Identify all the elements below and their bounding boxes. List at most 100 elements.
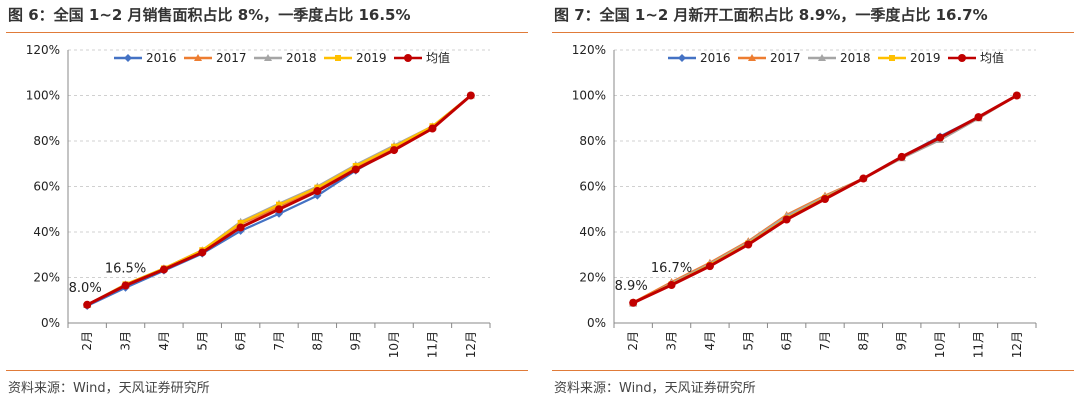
chart1-legend-marker	[958, 54, 966, 62]
line-chart-sales: 0% 20% 40% 60% 80% 100% 120% 2月 3月 4月 5月 6月 7月 8月 9月 10…	[26, 43, 491, 358]
chart0-legend-item-2017: 2017	[184, 51, 247, 65]
chart1-x-tick-label: 3月	[665, 331, 679, 351]
chart-title: 图 6：全国 1~2 月销售面积占比 8%，一季度占比 16.5%	[8, 6, 411, 24]
chart1-point-average	[974, 113, 983, 122]
chart1-legend-item-2018: 2018	[808, 51, 871, 65]
chart-title: 图 7：全国 1~2 月新开工面积占比 8.9%，一季度占比 16.7%	[554, 6, 988, 24]
chart0-legend-item-2018: 2018	[254, 51, 317, 65]
chart1-y-tick-label: 40%	[579, 225, 606, 239]
chart0-point-average	[390, 146, 399, 155]
chart1-legend-marker	[748, 54, 756, 61]
chart1-point-average	[705, 262, 714, 271]
chart0-legend-marker	[124, 54, 132, 62]
chart1-point-average	[667, 281, 676, 290]
chart0-x-tick-label: 7月	[272, 331, 286, 351]
chart0-y-tick-label: 60%	[33, 180, 60, 194]
chart1-y-tick-label: 60%	[579, 180, 606, 194]
chart1-legend-item-2017: 2017	[738, 51, 801, 65]
chart1-legend-marker	[678, 54, 686, 62]
chart1-legend-marker	[889, 55, 895, 61]
chart-panel-sales: 图 6：全国 1~2 月销售面积占比 8%，一季度占比 16.5% 0% 20% 4…	[6, 0, 530, 400]
chart1-point-average	[897, 152, 906, 161]
chart0-point-average	[159, 265, 168, 274]
chart0-legend-marker	[335, 55, 341, 61]
chart0-x-tick-label: 10月	[387, 331, 401, 358]
chart0-point-average	[83, 300, 92, 309]
source-note: 资料来源：Wind，天风证券研究所	[554, 381, 756, 396]
chart0-x-tick-label: 6月	[234, 331, 248, 351]
chart1-data-label: 16.7%	[651, 261, 692, 276]
chart1-legend-label: 2017	[770, 51, 801, 65]
chart0-point-average	[236, 223, 245, 232]
chart1-legend-marker	[818, 54, 826, 61]
chart0-point-average	[313, 187, 322, 196]
chart1-point-average	[936, 133, 945, 142]
chart0-x-tick-label: 2月	[80, 331, 94, 351]
chart1-point-average	[859, 174, 868, 183]
chart0-legend-label: 2016	[146, 51, 177, 65]
chart0-y-tick-label: 100%	[26, 89, 60, 103]
chart0-legend-item-2019: 2019	[324, 51, 387, 65]
chart1-x-tick-label: 4月	[703, 331, 717, 351]
chart0-point-average	[466, 91, 475, 100]
chart1-legend-item-2016: 2016	[668, 51, 731, 65]
chart0-point-average	[428, 124, 437, 133]
chart0-point-average	[351, 165, 360, 174]
chart1-point-average	[629, 298, 638, 307]
chart0-legend-marker	[404, 54, 412, 62]
chart0-legend-marker	[264, 54, 272, 61]
chart1-legend-label: 2016	[700, 51, 731, 65]
chart0-legend-label: 均值	[426, 50, 450, 65]
chart0-point-average	[121, 281, 130, 290]
chart0-legend-label: 2017	[216, 51, 247, 65]
chart1-point-average	[782, 215, 791, 224]
chart0-x-tick-label: 9月	[349, 331, 363, 351]
chart0-legend-item-2016: 2016	[114, 51, 177, 65]
chart1-point-average	[744, 240, 753, 249]
chart1-legend-item-average: 均值	[948, 50, 1004, 65]
chart0-data-label: 8.0%	[69, 281, 102, 296]
chart1-y-tick-label: 80%	[579, 134, 606, 148]
chart1-y-tick-label: 100%	[572, 89, 606, 103]
chart0-x-tick-label: 12月	[464, 331, 478, 358]
source-note: 资料来源：Wind，天风证券研究所	[8, 381, 210, 396]
chart0-x-tick-label: 5月	[195, 331, 209, 351]
chart0-x-tick-label: 8月	[310, 331, 324, 351]
chart1-y-tick-label: 20%	[579, 271, 606, 285]
footer-divider	[552, 370, 1074, 371]
line-chart-new-starts: 0% 20% 40% 60% 80% 100% 120% 2月 3月 4月 5月 6月 7月 8月 9月 10…	[572, 43, 1037, 358]
chart1-x-tick-label: 5月	[741, 331, 755, 351]
chart0-x-tick-label: 3月	[119, 331, 133, 351]
chart0-data-label: 16.5%	[105, 261, 146, 276]
chart1-legend-item-2019: 2019	[878, 51, 941, 65]
chart1-x-tick-label: 9月	[895, 331, 909, 351]
chart1-x-tick-label: 10月	[933, 331, 947, 358]
chart1-point-average	[821, 195, 829, 204]
chart0-legend-label: 2018	[286, 51, 317, 65]
chart0-y-tick-label: 80%	[33, 134, 60, 148]
chart1-x-tick-label: 8月	[856, 331, 870, 351]
chart1-x-tick-label: 2月	[626, 331, 640, 351]
chart0-point-average	[275, 205, 283, 214]
chart0-legend-marker	[194, 54, 202, 61]
chart1-legend-label: 2019	[910, 51, 941, 65]
chart1-y-tick-label: 0%	[587, 316, 606, 330]
chart1-legend-label: 2018	[840, 51, 871, 65]
footer-divider	[6, 370, 528, 371]
chart0-y-tick-label: 40%	[33, 225, 60, 239]
chart-panel-starts: 图 7：全国 1~2 月新开工面积占比 8.9%，一季度占比 16.7% 0% 2…	[552, 0, 1076, 400]
chart1-y-tick-label: 120%	[572, 43, 606, 57]
chart0-x-tick-label: 11月	[425, 331, 439, 358]
chart0-y-tick-label: 0%	[41, 316, 60, 330]
chart0-y-tick-label: 20%	[33, 271, 60, 285]
chart1-x-tick-label: 11月	[971, 331, 985, 358]
title-divider	[552, 32, 1074, 33]
chart0-x-tick-label: 4月	[157, 331, 171, 351]
chart0-point-average	[198, 248, 207, 257]
chart1-point-average	[1012, 91, 1021, 100]
chart0-y-tick-label: 120%	[26, 43, 60, 57]
chart0-legend-label: 2019	[356, 51, 387, 65]
title-divider	[6, 32, 528, 33]
chart1-x-tick-label: 12月	[1010, 331, 1024, 358]
chart1-x-tick-label: 7月	[818, 331, 832, 351]
